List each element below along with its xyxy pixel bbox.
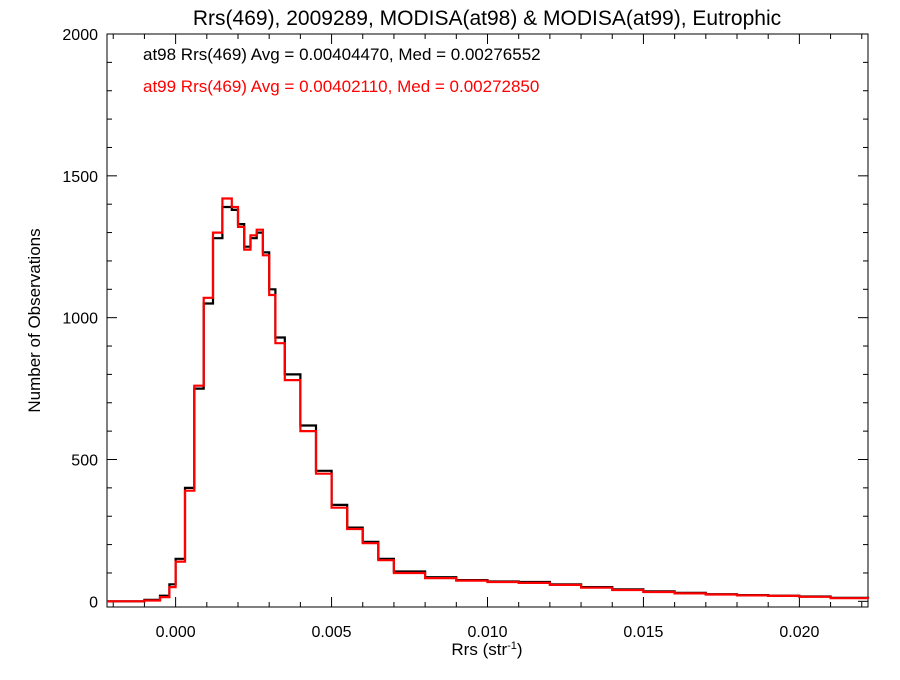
series-group	[107, 199, 868, 602]
legend-at99-annotation: at99 Rrs(469) Avg = 0.00402110, Med = 0.…	[143, 77, 539, 96]
series-line-at98	[107, 207, 868, 601]
x-tick-label: 0.010	[467, 624, 507, 641]
y-axis-label: Number of Observations	[25, 228, 44, 412]
x-axis-label-superscript: -1	[507, 640, 517, 652]
x-tick-label: 0.020	[779, 624, 819, 641]
series-line-at99	[107, 199, 868, 602]
y-tick-label: 1000	[62, 311, 98, 328]
plot-frame	[107, 34, 868, 607]
x-axis-label-close: )	[517, 640, 523, 659]
x-axis-label: Rrs (str-1)	[451, 640, 522, 659]
y-tick-label: 1500	[62, 169, 98, 186]
y-tick-label: 500	[71, 452, 98, 469]
legend-at98-annotation: at98 Rrs(469) Avg = 0.00404470, Med = 0.…	[143, 45, 541, 64]
y-tick-label: 2000	[62, 27, 98, 44]
chart-title: Rrs(469), 2009289, MODISA(at98) & MODISA…	[193, 7, 781, 30]
x-tick-label: 0.005	[312, 624, 352, 641]
x-tick-label: 0.015	[623, 624, 663, 641]
y-tick-label: 0	[89, 594, 98, 611]
x-axis-label-main: Rrs (str	[451, 640, 507, 659]
x-tick-label: 0.000	[156, 624, 196, 641]
axis-ticks: 0.000 0.005 0.010 0.015 0.020 0 500 1000 1500 200…	[62, 27, 868, 641]
